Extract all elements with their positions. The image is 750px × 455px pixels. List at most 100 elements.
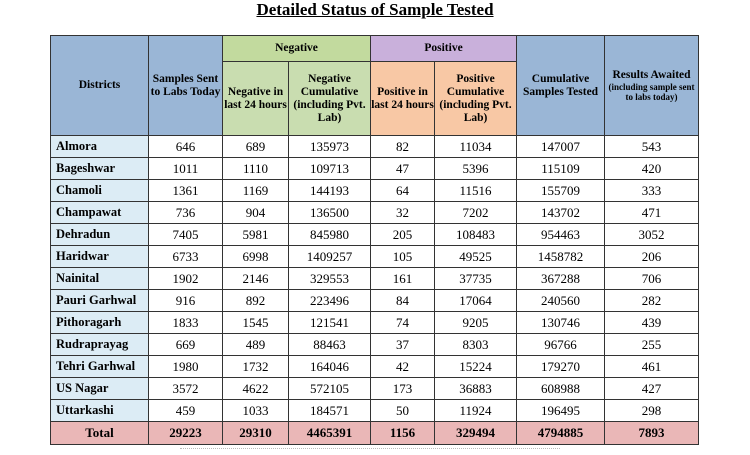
cell-district: US Nagar (50, 377, 149, 400)
cell-pos24: 161 (370, 267, 436, 290)
cell-cum: 4794885 (516, 421, 606, 445)
cell-await: 471 (604, 201, 700, 224)
header-negative: Negative (221, 35, 372, 62)
results-awaited-note: (including sample sent to labs today) (608, 82, 695, 102)
cell-await: 420 (604, 157, 700, 180)
cell-await: 333 (604, 179, 700, 202)
header-positive-24: Positive in last 24 hours (370, 61, 436, 136)
cell-cum: 179270 (516, 355, 606, 378)
table-body: Almora 646 689 135973 82 11034 147007 543 Bagesh… (50, 135, 700, 445)
cell-poscum: 7202 (434, 201, 518, 224)
cell-negcum: 329553 (287, 267, 372, 290)
cell-sent: 459 (148, 399, 223, 422)
table-row: Bageshwar 1011 1110 109713 47 5396 115109 420 (50, 157, 700, 180)
cell-district: Haridwar (50, 245, 149, 268)
cell-district: Champawat (50, 201, 149, 224)
cell-poscum: 11516 (434, 179, 518, 202)
cell-cum: 240560 (516, 289, 606, 312)
cell-pos24: 47 (370, 157, 436, 180)
cell-cum: 130746 (516, 311, 606, 334)
cell-sent: 29223 (148, 421, 223, 445)
cell-await: 706 (604, 267, 700, 290)
cell-await: 439 (604, 311, 700, 334)
cell-cum: 196495 (516, 399, 606, 422)
cell-district: Rudraprayag (50, 333, 149, 356)
footer-divider (180, 448, 560, 455)
cell-district: Dehradun (50, 223, 149, 246)
cell-cum: 143702 (516, 201, 606, 224)
cell-poscum: 5396 (434, 157, 518, 180)
header-positive-cum: Positive Cumulative (including Pvt. Lab) (434, 61, 518, 136)
cell-district: Almora (50, 135, 149, 158)
cell-poscum: 49525 (434, 245, 518, 268)
cell-cum: 1458782 (516, 245, 606, 268)
cell-poscum: 8303 (434, 333, 518, 356)
cell-neg24: 892 (222, 289, 289, 312)
cell-poscum: 36883 (434, 377, 518, 400)
cell-negcum: 184571 (287, 399, 372, 422)
cell-sent: 646 (148, 135, 223, 158)
cell-negcum: 1409257 (287, 245, 372, 268)
cell-neg24: 489 (222, 333, 289, 356)
table-row: Pithoragarh 1833 1545 121541 74 9205 130746 439 (50, 311, 700, 334)
cell-poscum: 15224 (434, 355, 518, 378)
cell-pos24: 42 (370, 355, 436, 378)
cell-district: Nainital (50, 267, 149, 290)
cell-negcum: 572105 (287, 377, 372, 400)
cell-negcum: 4465391 (287, 421, 372, 445)
cell-neg24: 1732 (222, 355, 289, 378)
cell-poscum: 9205 (434, 311, 518, 334)
cell-district: Tehri Garhwal (50, 355, 149, 378)
cell-pos24: 105 (370, 245, 436, 268)
cell-negcum: 164046 (287, 355, 372, 378)
cell-cum: 147007 (516, 135, 606, 158)
cell-cum: 608988 (516, 377, 606, 400)
cell-cum: 367288 (516, 267, 606, 290)
cell-neg24: 4622 (222, 377, 289, 400)
cell-await: 427 (604, 377, 700, 400)
table-row: Pauri Garhwal 916 892 223496 84 17064 240560 28… (50, 289, 700, 312)
table-row: Haridwar 6733 6998 1409257 105 49525 1458782 20… (50, 245, 700, 268)
cell-neg24: 904 (222, 201, 289, 224)
cell-neg24: 1545 (222, 311, 289, 334)
table-row: Chamoli 1361 1169 144193 64 11516 155709 333 (50, 179, 700, 202)
cell-neg24: 1110 (222, 157, 289, 180)
header-samples-sent: Samples Sent to Labs Today (148, 35, 223, 136)
cell-neg24: 1033 (222, 399, 289, 422)
header-negative-24: Negative in last 24 hours (222, 61, 289, 136)
cell-sent: 916 (148, 289, 223, 312)
cell-poscum: 11034 (434, 135, 518, 158)
table-row: US Nagar 3572 4622 572105 173 36883 608988 427 (50, 377, 700, 400)
table-row: Rudraprayag 669 489 88463 37 8303 96766 255 (50, 333, 700, 356)
table-row: Champawat 736 904 136500 32 7202 143702 471 (50, 201, 700, 224)
cell-cum: 155709 (516, 179, 606, 202)
cell-cum: 115109 (516, 157, 606, 180)
cell-poscum: 37735 (434, 267, 518, 290)
header-districts: Districts (50, 35, 149, 136)
cell-await: 543 (604, 135, 700, 158)
cell-poscum: 329494 (434, 421, 518, 445)
header-negative-cum: Negative Cumulative (including Pvt. Lab) (287, 61, 372, 136)
table-row: Uttarkashi 459 1033 184571 50 11924 196495 298 (50, 399, 700, 422)
cell-await: 3052 (604, 223, 700, 246)
cell-district: Bageshwar (50, 157, 149, 180)
cell-sent: 3572 (148, 377, 223, 400)
table-row: Tehri Garhwal 1980 1732 164046 42 15224 179270… (50, 355, 700, 378)
cell-sent: 736 (148, 201, 223, 224)
cell-district: Total (50, 421, 149, 445)
cell-await: 461 (604, 355, 700, 378)
cell-pos24: 32 (370, 201, 436, 224)
cell-sent: 1980 (148, 355, 223, 378)
cell-neg24: 2146 (222, 267, 289, 290)
total-row: Total 29223 29310 4465391 1156 329494 4794885 7… (50, 421, 700, 445)
cell-pos24: 173 (370, 377, 436, 400)
cell-await: 206 (604, 245, 700, 268)
cell-await: 7893 (604, 421, 700, 445)
cell-pos24: 74 (370, 311, 436, 334)
cell-pos24: 84 (370, 289, 436, 312)
page-title: Detailed Status of Sample Tested (256, 0, 494, 19)
cell-neg24: 689 (222, 135, 289, 158)
cell-district: Chamoli (50, 179, 149, 202)
results-awaited-label: Results Awaited (612, 69, 691, 81)
